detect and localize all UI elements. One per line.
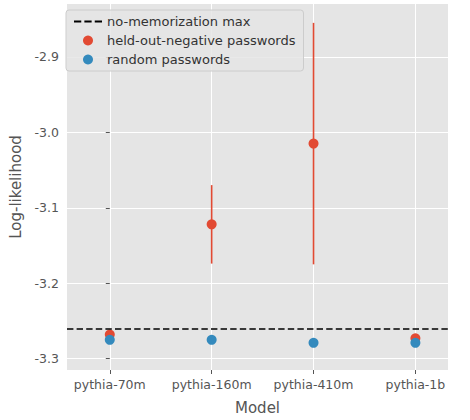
svg-text:-3.0: -3.0 (35, 125, 59, 140)
svg-text:-2.9: -2.9 (35, 49, 59, 64)
svg-text:pythia-410m: pythia-410m (274, 377, 354, 392)
svg-text:held-out-negative passwords: held-out-negative passwords (107, 33, 296, 48)
svg-text:no-memorization max: no-memorization max (107, 14, 251, 29)
svg-text:Model: Model (235, 399, 280, 417)
svg-text:random passwords: random passwords (107, 52, 230, 67)
svg-text:-3.2: -3.2 (35, 276, 59, 291)
svg-text:pythia-70m: pythia-70m (74, 377, 146, 392)
svg-text:pythia-1b: pythia-1b (386, 377, 446, 392)
svg-text:-3.3: -3.3 (35, 351, 59, 366)
svg-text:-3.1: -3.1 (35, 200, 59, 215)
svg-text:pythia-160m: pythia-160m (172, 377, 252, 392)
svg-text:Log-likelihood: Log-likelihood (7, 135, 25, 239)
